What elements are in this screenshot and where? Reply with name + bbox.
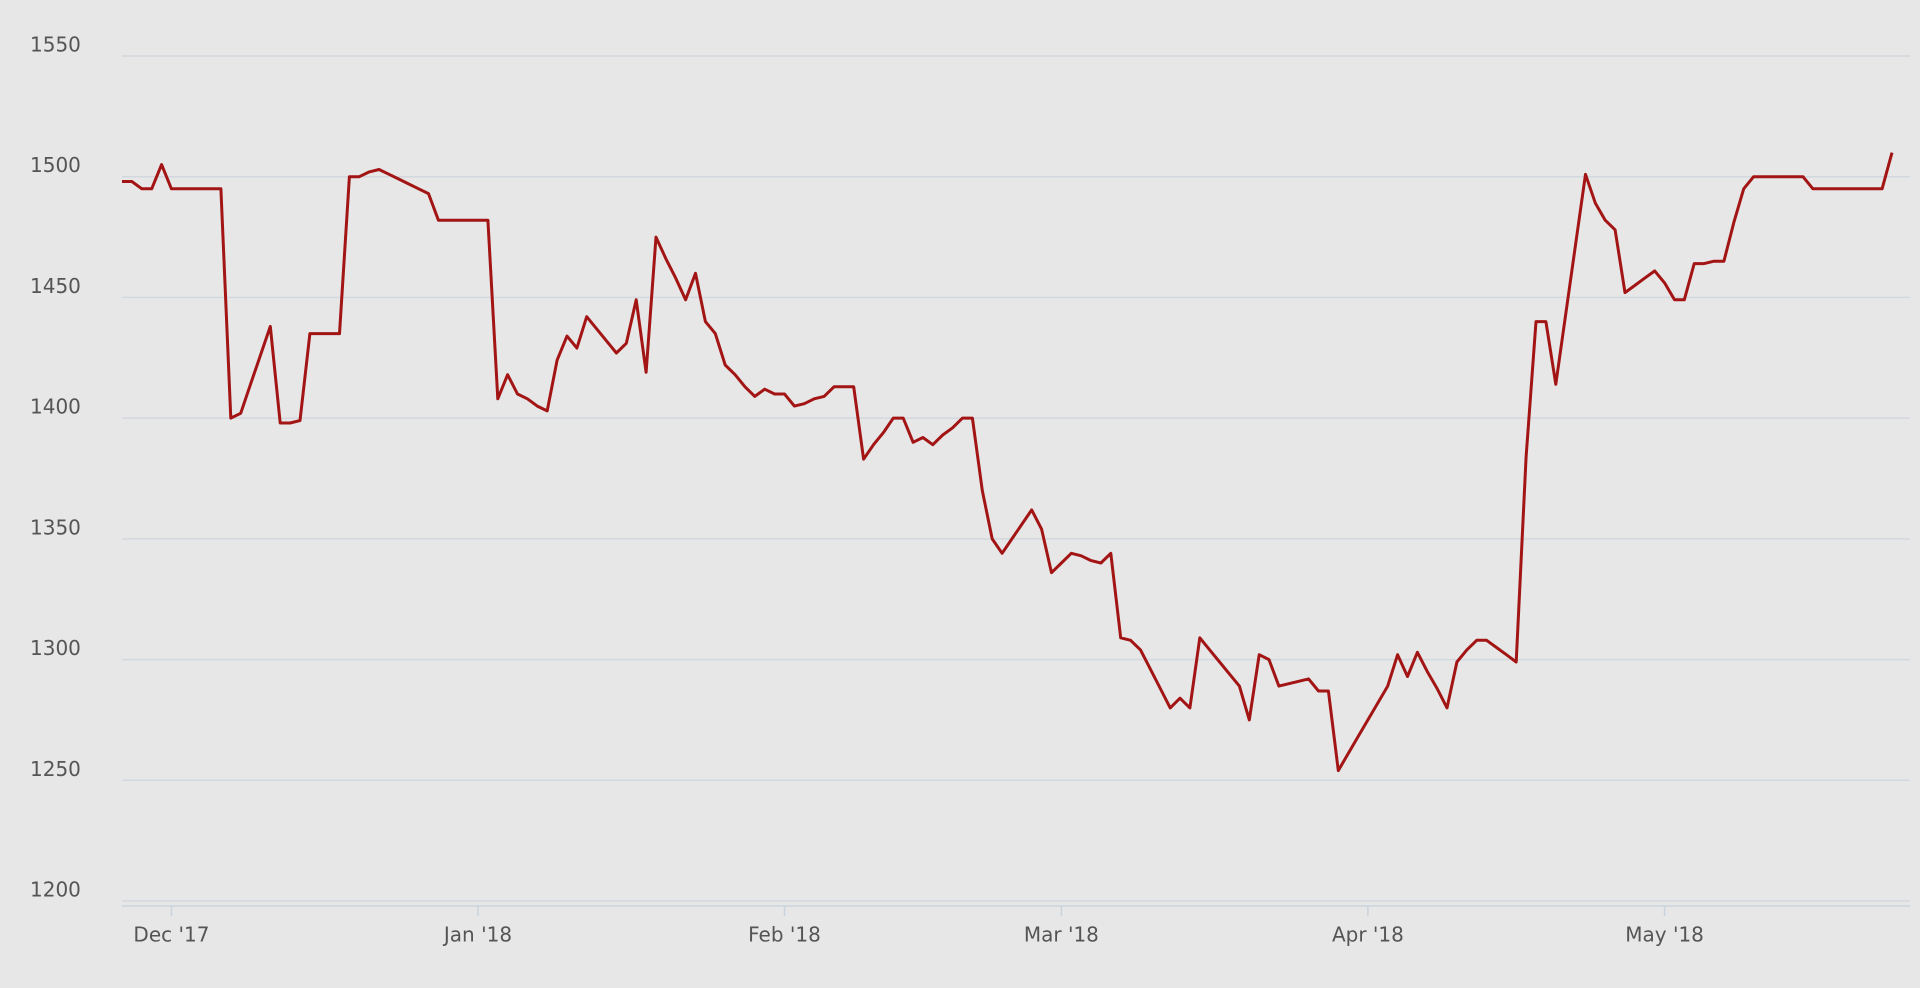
x-tick-label: Mar '18 <box>1024 923 1099 947</box>
line <box>122 152 1894 773</box>
x-tick-label: Jan '18 <box>442 923 512 947</box>
y-tick-label: 1350 <box>30 515 81 539</box>
y-tick-label: 1200 <box>30 878 81 902</box>
y-tick-label: 1250 <box>30 757 81 781</box>
y-tick-label: 1300 <box>30 636 81 660</box>
x-tick-label: Apr '18 <box>1332 923 1404 947</box>
x-tick-label: Dec '17 <box>133 923 209 947</box>
y-tick-label: 1450 <box>30 274 81 298</box>
y-tick-label: 1550 <box>30 33 81 57</box>
x-tick-label: May '18 <box>1625 923 1704 947</box>
x-tick-label: Feb '18 <box>748 923 821 947</box>
y-tick-label: 1400 <box>30 395 81 419</box>
y-tick-label: 1500 <box>30 153 81 177</box>
